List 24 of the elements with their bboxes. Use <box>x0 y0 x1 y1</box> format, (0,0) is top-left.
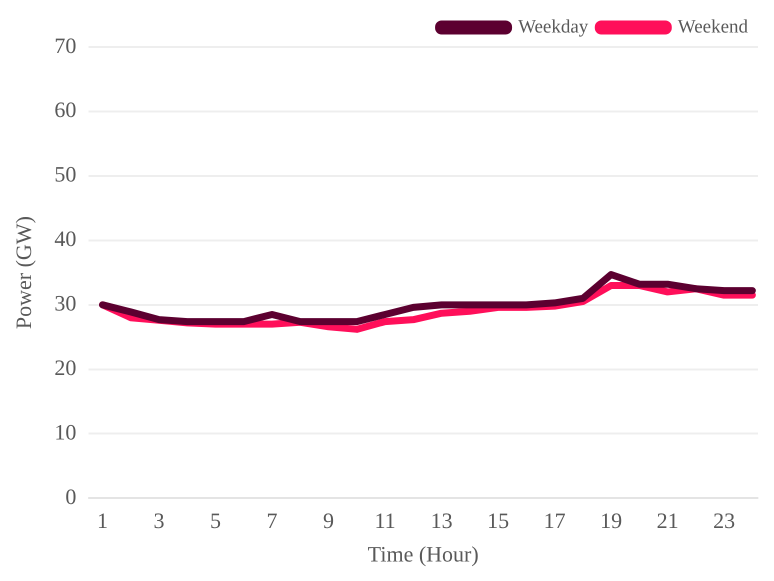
y-axis-title: Power (GW) <box>10 216 36 330</box>
x-tick-label: 19 <box>600 508 622 534</box>
legend-label: Weekday <box>518 16 589 38</box>
x-tick-label: 7 <box>266 508 278 534</box>
y-tick-label: 50 <box>54 162 76 187</box>
y-tick-label: 10 <box>54 420 76 445</box>
x-tick-label: 13 <box>430 508 453 534</box>
x-tick-label: 17 <box>544 508 566 534</box>
y-tick-label: 30 <box>54 290 76 316</box>
y-tick-label: 60 <box>54 97 76 122</box>
x-tick-label: 5 <box>210 508 222 534</box>
y-tick-label: 40 <box>54 226 76 252</box>
x-tick-label: 9 <box>323 508 334 534</box>
x-tick-label: 23 <box>713 508 736 534</box>
x-tick-label: 3 <box>154 508 165 534</box>
y-tick-label: 0 <box>65 484 76 509</box>
legend-label: Weekend <box>678 16 748 38</box>
x-axis-title: Time (Hour) <box>368 542 479 567</box>
x-tick-label: 1 <box>97 508 108 534</box>
y-tick-label: 70 <box>54 32 76 58</box>
x-tick-label: 21 <box>656 508 679 534</box>
x-tick-label: 15 <box>487 508 510 534</box>
x-tick-label: 11 <box>374 508 396 534</box>
y-tick-label: 20 <box>54 355 76 380</box>
